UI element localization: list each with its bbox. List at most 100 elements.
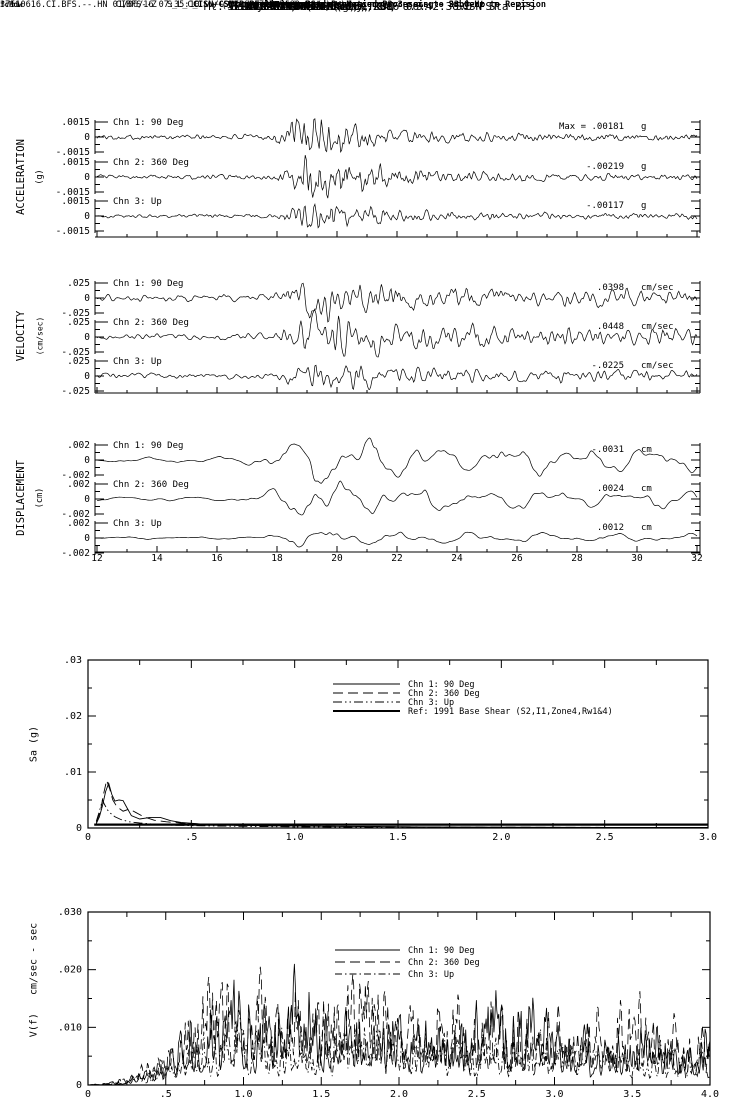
x-tick-label: 3.0 (545, 1089, 563, 1100)
sa-series-solid (95, 781, 708, 828)
fourier-spectrum-title: VELOCITY FOURIER SPECTRUM (228, 0, 394, 13)
displacement-panel-title: DISPLACEMENT (cm) (246, 0, 359, 13)
max-value-label: .0012 (597, 523, 624, 533)
x-tick-label: 4.0 (701, 1089, 719, 1100)
y-tick-label: 0 (84, 211, 90, 222)
legend-entry-label: Chn 3: Up (408, 698, 454, 708)
channel-label: Chn 3: Up (113, 357, 162, 367)
max-unit-label: g (641, 122, 646, 132)
y-tick-label: -.025 (61, 347, 90, 358)
x-tick-label: 28 (571, 553, 583, 564)
y-tick-label: .010 (58, 1022, 82, 1033)
y-tick-label: .002 (67, 479, 90, 490)
channel-label: Chn 2: 360 Deg (113, 480, 189, 490)
waveform-trace (96, 155, 698, 199)
x-tick-label: 2.5 (596, 832, 614, 843)
x-tick-label: 0 (85, 832, 91, 843)
legend-entry-label: Chn 1: 90 Deg (408, 946, 475, 956)
x-tick-label: 16 (211, 553, 223, 564)
max-unit-label: cm/sec (641, 361, 674, 371)
y-tick-label: .025 (67, 356, 90, 367)
channel-label: Chn 1: 90 Deg (113, 279, 183, 289)
x-tick-label: 2.0 (390, 1089, 408, 1100)
processing-note: CISN/CSMIP Preliminary Strong Motion Pro… (192, 0, 547, 10)
x-tick-label: 3.0 (699, 832, 717, 843)
legend-entry-label: Chn 2: 360 Deg (408, 689, 480, 699)
max-value-label: .0024 (597, 484, 624, 494)
legend-entry-label: Chn 1: 90 Deg (408, 680, 475, 690)
y-tick-label: 0 (84, 332, 90, 343)
max-unit-label: cm (641, 523, 652, 533)
velocity-plot: .025 0 -.025 Chn 1: 90 Deg .0398 cm/sec .025 0 -… (61, 278, 701, 397)
x-tick-label: 26 (511, 553, 523, 564)
x-tick-label: .5 (160, 1089, 172, 1100)
channel-label: Chn 1: 90 Deg (113, 118, 183, 128)
y-tick-label: 0 (76, 823, 82, 834)
spectral-acceleration-title: SPECTRAL ACCELERATION, Sa (227, 0, 393, 13)
y-tick-label: 0 (84, 172, 90, 183)
waveform-trace (96, 282, 698, 323)
y-tick-label: .02 (64, 711, 82, 722)
y-tick-label: -.0015 (56, 226, 90, 237)
damping-note: (5% damping) (221, 0, 290, 11)
max-value-label: -.0031 (591, 445, 624, 455)
velocity-fourier-spectrum-plot: 0 .5 1.0 1.5 2.0 2.5 3.0 3.5 4.0 0 .010 .020 .030 Chn… (58, 907, 719, 1100)
x-tick-label: 12 (91, 553, 102, 564)
legend-entry-label: Chn 2: 360 Deg (408, 958, 480, 968)
channel-label: Chn 1: 90 Deg (113, 441, 183, 451)
x-tick-label: 1.0 (234, 1089, 252, 1100)
legend-entry-label: Ref: 1991 Base Shear (S2,I1,Zone4,Rw1&4) (408, 707, 613, 717)
max-value-label: -.00219 (586, 162, 624, 172)
record-timestamp: Rcrd of Wed Jan 6, 2016 06:42:38.0 PST (240, 0, 499, 13)
period-axis-label: Period (sec) (273, 0, 347, 11)
sa-series-long-dash (95, 778, 708, 828)
x-tick-label: 14 (151, 553, 163, 564)
y-tick-label: .025 (67, 278, 90, 289)
x-tick-label: .5 (185, 832, 197, 843)
max-value-label: .0398 (597, 283, 624, 293)
waveform-trace (96, 437, 698, 484)
x-tick-label: 1.0 (286, 832, 304, 843)
fourier-series-long-dash (87, 966, 711, 1086)
y-tick-label: .01 (64, 767, 82, 778)
max-unit-label: cm/sec (641, 283, 674, 293)
y-tick-label: .0015 (61, 196, 90, 207)
fourier-series-dash-dot (88, 1009, 711, 1086)
x-tick-label: 22 (391, 553, 402, 564)
max-unit-label: cm (641, 484, 652, 494)
spectral-acceleration-plot: 0 .5 1.0 1.5 2.0 2.5 3.0 0 .01 .02 .03 Chn 1: 90 De… (64, 655, 717, 843)
y-tick-label: -.002 (61, 470, 90, 481)
max-value-label: -.0225 (591, 361, 624, 371)
y-tick-label: .0015 (61, 157, 90, 168)
x-tick-label: 18 (271, 553, 283, 564)
x-tick-label: 20 (331, 553, 343, 564)
waveform-trace (96, 203, 698, 229)
filter-corner-note: fcHdw (0, 0, 23, 9)
x-tick-label: 2.0 (492, 832, 510, 843)
max-unit-label: cm/sec (641, 322, 674, 332)
processing-code-footer: CIBFS--Z S_L_C_ v++.14.68.79R PC89 (115, 0, 300, 10)
y-tick-label: .002 (67, 518, 90, 529)
time-axis-label: Time (sec) (273, 0, 332, 11)
x-tick-label: 2.5 (468, 1089, 486, 1100)
y-tick-label: 0 (76, 1080, 82, 1091)
y-tick-label: 0 (84, 494, 90, 505)
max-unit-label: g (641, 162, 646, 172)
y-tick-label: -.0015 (56, 187, 90, 198)
channel-label: Chn 2: 360 Deg (113, 318, 189, 328)
y-tick-label: .030 (58, 907, 82, 918)
waveform-trace (96, 531, 698, 548)
y-tick-label: -.002 (61, 509, 90, 520)
y-tick-label: -.025 (61, 308, 90, 319)
waveform-trace (96, 309, 698, 358)
record-id-footer: 37510616.CI.BFS.--.HN 01/06/16 07:35:10 (0, 0, 200, 10)
max-value-label: -.00117 (586, 201, 624, 211)
velocity-panel-title: VELOCITY (cm/sec) (246, 0, 359, 13)
displacement-plot: 12 14 16 18 20 22 24 26 28 30 32 .002 0 -.002 Chn 1: 9… (61, 437, 703, 564)
legend-entry-label: Chn 3: Up (408, 970, 454, 980)
x-tick-label: 24 (451, 553, 463, 564)
y-tick-label: 0 (84, 132, 90, 143)
sa-series-dash-dot-dot (95, 798, 708, 828)
acceleration-plot: .0015 0 -.0015 Chn 1: 90 Deg Max = .00181 g .0… (56, 117, 701, 238)
